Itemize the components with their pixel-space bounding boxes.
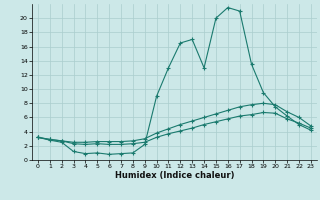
X-axis label: Humidex (Indice chaleur): Humidex (Indice chaleur) bbox=[115, 171, 234, 180]
